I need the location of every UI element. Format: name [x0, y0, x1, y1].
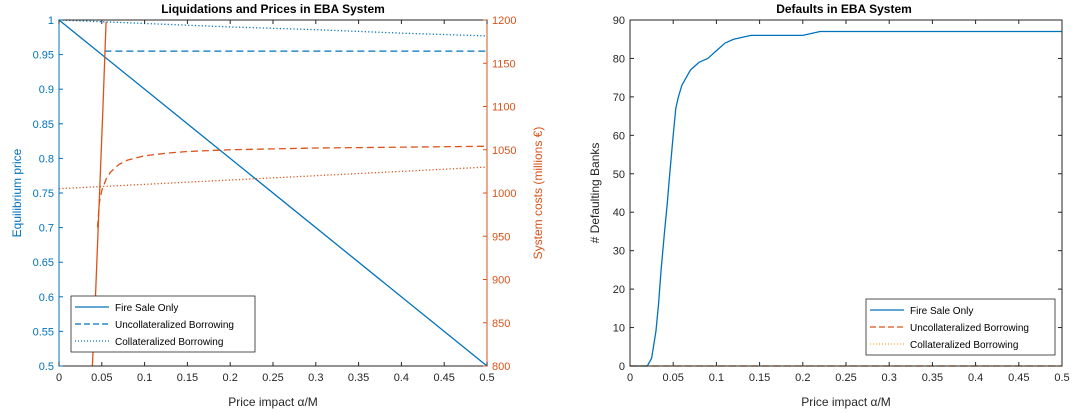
y-tick-label: 70 [613, 92, 625, 104]
y-tick-label: 80 [613, 53, 625, 65]
legend-entry-fire-sale: Fire Sale Only [115, 303, 178, 314]
x-tick-label: 0.05 [91, 372, 112, 384]
y-tick-label: 1 [48, 15, 54, 27]
x-tick-label: 0.2 [223, 372, 238, 384]
y-ticks: 0.5 0.55 0.6 0.65 0.7 0.75 0.8 0.85 0.9 0.95 1 [33, 15, 63, 373]
y-tick-label: 0 [619, 361, 625, 373]
legend-entry-uncollateralized: Uncollateralized Borrowing [115, 320, 234, 331]
y-tick-label: 0.75 [33, 188, 54, 200]
y-tick-label: 50 [613, 169, 625, 181]
y-tick-label: 0.55 [33, 326, 54, 338]
legend-box [70, 295, 256, 353]
x-tick-label: 0.4 [968, 372, 983, 384]
y2-tick-label: 1000 [492, 188, 516, 200]
x-tick-label: 0.4 [394, 372, 409, 384]
series-line-fire-sale-only-left [58, 19, 488, 367]
x-tick-label: 0.15 [749, 372, 770, 384]
x-tick-label: 0 [627, 372, 633, 384]
y-tick-label: 0.65 [33, 257, 54, 269]
y2-tick-label: 1200 [492, 15, 516, 27]
x-tick-label: 0.25 [835, 372, 856, 384]
y-tick-label: 0.7 [39, 223, 54, 235]
chart-defaults: Defaults in EBA System 0 0.05 0.1 0.15 0.2 0.… [588, 2, 1070, 409]
y-tick-label: 0.5 [39, 361, 54, 373]
y-axis-label: Equilibrium price [10, 148, 24, 237]
x-tick-label: 0.3 [882, 372, 897, 384]
legend-entry-fire-sale: Fire Sale Only [910, 306, 973, 317]
series-line-collateralized-borrowing-right [58, 166, 488, 190]
y2-axis-label: System costs (millions €) [531, 127, 545, 260]
series-line-uncollateralized-borrowing-right [96, 145, 488, 228]
x-tick-label: 0.25 [262, 372, 283, 384]
x-tick-label: 0.35 [348, 372, 369, 384]
series-line-fire-sale-only [630, 30, 1062, 367]
x-ticks: 0 0.05 0.1 0.15 0.2 0.25 0.3 0.35 0.4 0.45 0.5 [56, 20, 495, 384]
x-tick-label: 0.05 [662, 372, 683, 384]
x-tick-label: 0.2 [795, 372, 810, 384]
x-tick-label: 0.5 [1054, 372, 1069, 384]
y-tick-label: 10 [613, 323, 625, 335]
x-tick-label: 0.45 [433, 372, 454, 384]
y-tick-label: 0.95 [33, 50, 54, 62]
x-tick-label: 0.45 [1008, 372, 1029, 384]
legend: Fire Sale Only Uncollateralized Borrowin… [70, 295, 256, 353]
y2-tick-label: 1100 [492, 102, 516, 114]
legend: Fire Sale Only Uncollateralized Borrowin… [865, 298, 1056, 356]
x-tick-label: 0.15 [177, 372, 198, 384]
legend-entry-collateralized: Collateralized Borrowing [115, 337, 223, 348]
y2-ticks: 800 850 900 950 1000 1050 1100 1150 1200 [483, 15, 516, 373]
legend-entry-uncollateralized: Uncollateralized Borrowing [910, 323, 1029, 334]
x-tick-label: 0.35 [922, 372, 943, 384]
y2-tick-label: 800 [492, 361, 510, 373]
y-tick-label: 0.8 [39, 153, 54, 165]
y2-tick-label: 950 [492, 231, 510, 243]
y-ticks: 0 10 20 30 40 50 60 70 80 90 [613, 15, 1062, 373]
y-tick-label: 0.6 [39, 292, 54, 304]
y-tick-label: 0.9 [39, 84, 54, 96]
x-tick-label: 0.5 [479, 372, 494, 384]
y-tick-label: 60 [613, 130, 625, 142]
y-tick-label: 20 [613, 284, 625, 296]
x-tick-label: 0.3 [308, 372, 323, 384]
x-tick-label: 0 [56, 372, 62, 384]
y-tick-label: 30 [613, 246, 625, 258]
y-tick-label: 40 [613, 207, 625, 219]
x-axis-label: Price impact α/M [228, 395, 318, 409]
x-axis-label: Price impact α/M [801, 395, 891, 409]
x-tick-label: 0.1 [709, 372, 724, 384]
y-tick-label: 90 [613, 15, 625, 27]
y2-tick-label: 1150 [492, 58, 516, 70]
chart-title: Defaults in EBA System [776, 2, 912, 16]
y2-tick-label: 850 [492, 318, 510, 330]
y2-tick-label: 900 [492, 275, 510, 287]
x-ticks: 0 0.05 0.1 0.15 0.2 0.25 0.3 0.35 0.4 0.45 0.5 [627, 20, 1070, 384]
chart-title: Liquidations and Prices in EBA System [161, 2, 385, 16]
legend-entry-collateralized: Collateralized Borrowing [910, 340, 1018, 351]
y-tick-label: 0.85 [33, 119, 54, 131]
y-axis-label: # Defaulting Banks [588, 143, 602, 244]
y2-tick-label: 1050 [492, 145, 516, 157]
x-tick-label: 0.1 [137, 372, 152, 384]
